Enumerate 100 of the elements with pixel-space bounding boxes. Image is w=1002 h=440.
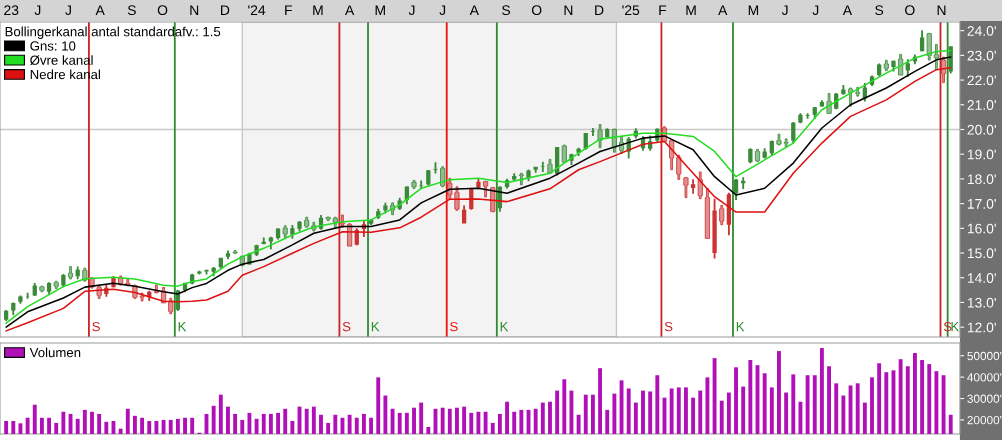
candlestick [3,310,9,321]
y-tick-label: 24.0' [967,25,996,36]
candlestick [877,63,882,77]
candlestick [61,274,66,288]
candlestick [605,128,610,138]
candlestick [805,113,810,119]
candlestick [168,297,174,315]
candlestick [232,250,238,254]
y-tick-label: 22.0' [967,75,996,86]
candlestick [25,292,30,299]
y-tick-label: 15.0' [967,248,996,259]
candlestick [32,282,37,297]
candlestick [776,133,782,146]
candlestick [898,53,904,76]
candlestick [483,180,489,198]
ref-line-label: K [736,322,745,332]
x-tick-label: F [659,5,667,15]
candlestick [590,128,596,136]
ref-line-label: K [371,322,380,332]
candlestick [75,266,80,280]
candlestick [712,198,717,259]
x-tick-label: '25 [622,5,640,16]
candlestick [919,30,925,52]
candlestick [704,188,710,239]
y-tick-label: 18.0' [967,174,996,185]
x-tick-label: D [595,5,604,15]
x-tick-label: J [439,5,446,16]
candlestick [748,148,753,164]
candlestick [46,282,52,295]
candlestick [683,177,689,199]
x-tick-label: A [718,5,728,15]
x-tick-label: F [285,5,292,15]
candlestick [883,59,889,72]
candlestick [461,205,467,224]
x-tick-label: O [905,5,915,16]
candlestick [762,148,767,159]
legend-label: Gns: 10 [30,41,76,51]
x-tick-label: A [842,5,853,15]
x-tick-label: D [221,5,230,15]
candlestick [297,220,302,232]
candlestick [819,100,825,107]
candlestick [561,144,567,163]
candlestick [440,166,446,188]
x-tick-label: S [127,5,136,16]
candlestick [690,179,696,194]
x-tick-label: S [502,5,511,16]
x-tick-label: 23 [4,5,19,16]
candlestick [411,179,417,189]
x-tick-label: S [875,5,884,16]
y-tick-label: 21.0' [967,100,996,110]
x-tick-label: A [469,5,479,15]
y-tick-label: 23.0' [967,50,996,61]
x-tick-label: M [748,5,759,15]
x-tick-label: M [686,5,696,15]
x-tick-label: J [65,5,71,16]
candlestick [798,113,803,124]
x-tick-label: A [345,5,355,15]
candlestick [282,225,288,238]
candlestick [53,280,59,290]
y-tick-label: 14.0' [967,273,996,283]
y-tick-label: 19.0' [967,149,996,160]
y-tick-label: 20.0' [967,124,996,135]
candlestick [926,32,932,61]
y-tick-label: 17.0' [967,198,996,209]
candlestick [741,177,746,190]
x-tick-label: O [157,5,168,16]
candlestick [67,266,74,280]
candlestick [791,122,796,144]
x-tick-label: M [313,5,323,15]
ref-line-label: K [951,322,960,332]
candlestick [11,302,16,316]
candlestick [225,250,231,260]
x-tick-label: '24 [248,5,266,15]
x-tick-label: J [781,5,788,16]
y-tick-label: 13.0' [967,297,996,308]
candlestick [719,204,725,226]
candlestick [261,237,266,245]
candlestick [304,216,310,228]
candlestick [812,107,817,120]
candlestick [676,154,682,180]
candlestick [841,85,846,95]
x-tick-label: O [531,5,542,16]
x-tick-label: N [564,5,573,15]
candlestick [754,148,761,163]
candlestick [533,166,538,173]
candlestick [426,170,431,186]
ref-line-label: S [342,321,351,332]
candlestick [275,228,281,240]
candlestick [18,295,23,304]
candlestick [197,270,202,275]
x-tick-label: J [34,5,41,16]
ref-line-label: S [92,321,100,332]
candlestick [783,138,789,148]
y-tick-label: 12.0' [967,322,996,333]
x-tick-label: J [812,5,819,16]
x-tick-label: N [937,5,946,15]
candlestick [597,124,603,149]
candlestick [325,216,331,222]
candlestick [726,192,732,236]
ref-line-label: S [450,321,458,332]
